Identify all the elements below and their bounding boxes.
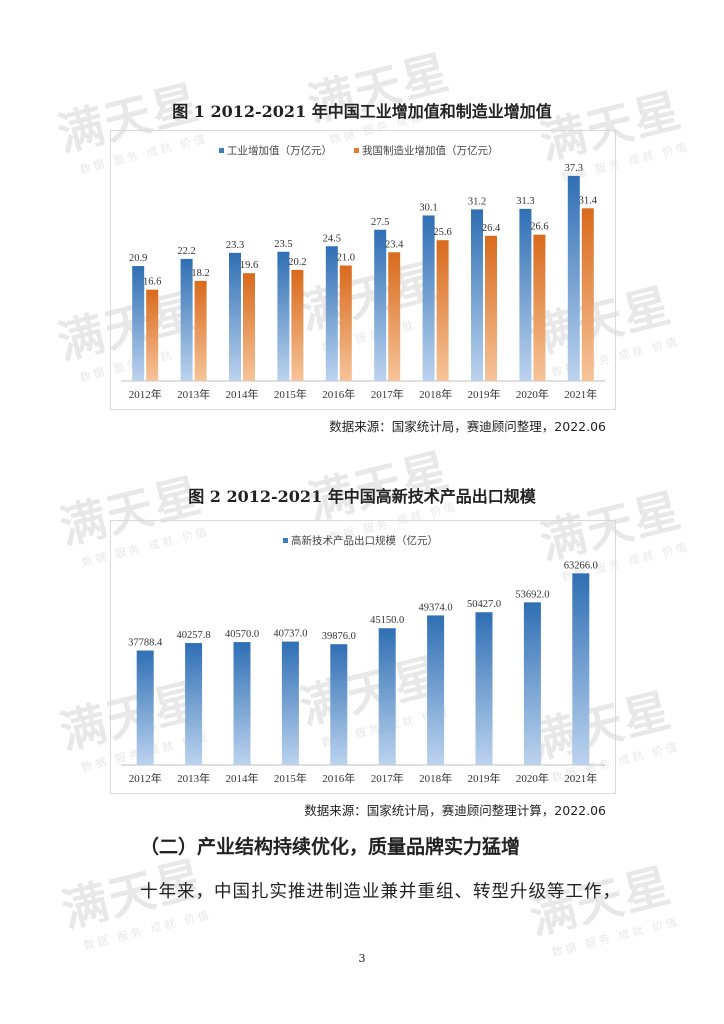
bar-b (485, 235, 497, 381)
figure-2-chart: 高新技术产品出口规模（亿元） 37788.4 2012年 40257.8 2013年 40… (110, 520, 616, 794)
bar-a (475, 612, 493, 765)
x-tick-label: 2017年 (371, 387, 404, 401)
data-label: 24.5 (323, 233, 341, 244)
data-label: 27.5 (371, 217, 389, 228)
bar-b (243, 273, 255, 381)
figure-2-title: 图 2 2012-2021 年中国高新技术产品出口规模 (188, 487, 536, 506)
bar-a (374, 229, 387, 381)
x-tick-label: 2021年 (564, 771, 597, 785)
legend-label: 工业增加值（万亿元） (227, 144, 332, 157)
data-label: 39876.0 (322, 631, 356, 642)
bar-a (519, 208, 532, 381)
bar-a (136, 650, 154, 765)
data-label: 37.3 (565, 163, 583, 174)
bar-a (281, 641, 299, 765)
bar-a (378, 628, 396, 765)
bar-a (523, 602, 541, 765)
figure-1-title: 图 1 2012-2021 年中国工业增加值和制造业增加值 (172, 102, 552, 121)
figure-2-source: 数据来源：国家统计局，赛迪顾问整理计算，2022.06 (304, 803, 606, 818)
section-heading: （二）产业结构持续优化，质量品牌实力猛增 (140, 836, 521, 858)
bar-a (567, 175, 580, 381)
data-label: 23.3 (226, 240, 244, 251)
data-label: 37788.4 (128, 638, 163, 649)
data-label: 19.6 (240, 260, 258, 271)
data-label: 50427.0 (467, 599, 501, 610)
x-tick-label: 2021年 (564, 387, 597, 401)
data-label: 21.0 (337, 253, 355, 264)
data-label: 18.2 (191, 268, 209, 279)
watermark: 满天星数据 服务 成就 价值 (524, 857, 682, 960)
x-tick-label: 2017年 (371, 771, 404, 785)
bar-b (436, 240, 449, 381)
body-paragraph: 十年来，中国扎实推进制造业兼并重组、转型升级等工作， (140, 882, 621, 902)
bar-a (427, 615, 445, 765)
data-label: 26.6 (530, 222, 548, 233)
bar-b (291, 269, 304, 381)
data-label: 31.4 (579, 195, 598, 206)
x-tick-label: 2018年 (419, 771, 452, 785)
data-label: 20.2 (288, 257, 306, 268)
figure-1-svg: 工业增加值（万亿元） 我国制造业增加值（万亿元） 20.9 16.6 2012年 22.2… (121, 144, 605, 401)
bar-a (277, 251, 290, 381)
data-label: 63266.0 (564, 560, 598, 571)
bar-a (330, 644, 348, 765)
data-label: 16.6 (143, 277, 161, 288)
x-tick-label: 2013年 (177, 771, 210, 785)
data-label: 45150.0 (370, 615, 404, 626)
data-label: 40570.0 (225, 629, 259, 640)
bar-b (339, 265, 352, 381)
figure-2-svg: 高新技术产品出口规模（亿元） 37788.4 2012年 40257.8 2013年 40… (121, 534, 605, 785)
data-label: 53692.0 (515, 589, 549, 600)
bar-b (194, 280, 207, 381)
x-tick-label: 2020年 (516, 387, 549, 401)
data-label: 23.4 (385, 239, 404, 250)
data-label: 31.3 (516, 196, 534, 207)
figure-1-source: 数据来源：国家统计局，赛迪顾问整理，2022.06 (329, 419, 606, 434)
data-label: 30.1 (419, 202, 437, 213)
x-tick-label: 2012年 (129, 771, 162, 785)
bar-b (581, 208, 594, 381)
bar-b (533, 234, 546, 381)
x-tick-label: 2015年 (274, 771, 307, 785)
data-label: 49374.0 (419, 602, 453, 613)
bar-a (471, 209, 483, 381)
data-label: 40737.0 (273, 629, 307, 640)
x-tick-label: 2014年 (226, 771, 259, 785)
bar-a (185, 643, 203, 765)
bar-a (132, 266, 145, 381)
bar-a (229, 252, 241, 381)
data-label: 23.5 (274, 239, 292, 250)
x-tick-label: 2016年 (322, 387, 355, 401)
legend-swatch (354, 148, 359, 153)
legend-swatch (219, 148, 224, 153)
legend-label: 我国制造业增加值（万亿元） (362, 144, 499, 157)
legend-swatch (283, 538, 288, 543)
x-tick-label: 2019年 (468, 771, 501, 785)
figure-1-chart: 工业增加值（万亿元） 我国制造业增加值（万亿元） 20.9 16.6 2012年 22.2… (110, 130, 616, 410)
x-tick-label: 2012年 (129, 387, 162, 401)
x-tick-label: 2016年 (322, 771, 355, 785)
x-tick-label: 2013年 (177, 387, 210, 401)
data-label: 22.2 (177, 246, 195, 257)
x-tick-label: 2015年 (274, 387, 307, 401)
x-tick-label: 2019年 (468, 387, 501, 401)
legend-label: 高新技术产品出口规模（亿元） (291, 534, 438, 547)
bar-a (180, 258, 193, 381)
bar-b (146, 289, 159, 381)
bar-a (233, 642, 251, 765)
bar-a (325, 246, 338, 381)
x-tick-label: 2018年 (419, 387, 452, 401)
data-label: 20.9 (129, 253, 147, 264)
data-label: 40257.8 (177, 630, 211, 641)
bar-b (388, 252, 401, 381)
bar-a (572, 573, 590, 765)
data-label: 25.6 (433, 227, 451, 238)
bar-a (422, 215, 435, 381)
data-label: 31.2 (468, 196, 486, 207)
data-label: 26.4 (482, 223, 501, 234)
x-tick-label: 2014年 (226, 387, 259, 401)
x-tick-label: 2020年 (516, 771, 549, 785)
page-number: 3 (358, 952, 366, 965)
